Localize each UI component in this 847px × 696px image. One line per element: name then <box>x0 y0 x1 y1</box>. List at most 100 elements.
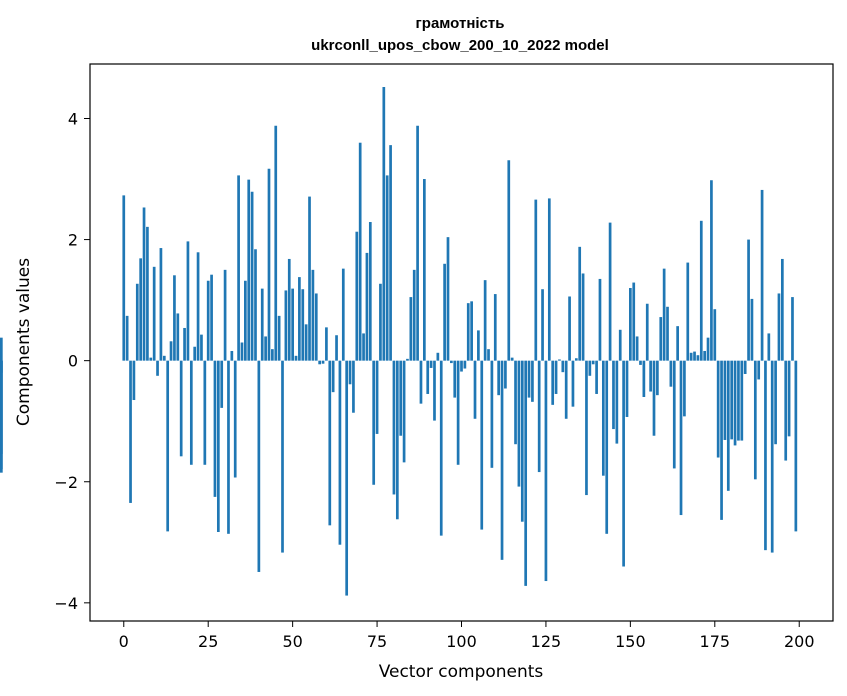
bar <box>429 360 433 368</box>
bar <box>524 360 528 586</box>
x-tick-label: 200 <box>784 632 815 651</box>
x-tick-label: 75 <box>367 632 387 651</box>
bar <box>129 360 132 503</box>
bar <box>662 268 666 361</box>
bar <box>169 341 173 361</box>
bar <box>159 248 163 361</box>
bar <box>554 360 558 394</box>
bar <box>581 273 585 361</box>
bar <box>200 334 203 361</box>
x-tick-label: 175 <box>700 632 731 651</box>
x-tick-label: 50 <box>282 632 302 651</box>
bar <box>470 301 473 361</box>
bar <box>355 231 359 361</box>
bar <box>551 360 555 405</box>
bar <box>335 335 338 361</box>
bar <box>216 360 220 532</box>
bar <box>409 297 413 361</box>
bar <box>338 360 342 545</box>
bar <box>389 145 392 361</box>
bar <box>612 360 615 430</box>
bar <box>331 360 335 393</box>
bar <box>473 360 477 419</box>
bar <box>699 220 703 361</box>
bar <box>696 355 700 361</box>
bar <box>676 326 679 361</box>
bar <box>183 327 186 361</box>
bar <box>402 360 406 463</box>
bar <box>537 360 541 473</box>
bar <box>308 196 311 361</box>
y-axis-ticks: −4 −2 0 2 4 <box>54 109 90 613</box>
bar <box>156 360 159 376</box>
bar <box>341 268 345 361</box>
bar <box>460 360 463 372</box>
bar <box>287 258 291 361</box>
bar <box>507 160 511 361</box>
bar <box>615 360 619 444</box>
bar <box>794 360 798 532</box>
bar <box>345 360 349 596</box>
bar <box>284 290 288 361</box>
bar <box>514 360 517 445</box>
bar <box>250 191 254 361</box>
bar <box>531 360 534 402</box>
bar <box>541 289 544 361</box>
bar <box>439 360 443 536</box>
bar <box>571 360 575 407</box>
bar <box>608 222 612 361</box>
bar <box>723 360 727 440</box>
bar <box>713 309 717 361</box>
bar <box>196 252 200 361</box>
bar <box>490 360 494 468</box>
y-tick-label: −4 <box>54 594 78 613</box>
bar <box>463 360 467 369</box>
bar <box>497 360 500 396</box>
bar <box>666 306 669 361</box>
bar <box>679 360 683 516</box>
chart-title: грамотність <box>416 15 505 32</box>
bar <box>254 249 257 361</box>
x-tick-label: 100 <box>446 632 477 651</box>
bar <box>487 349 490 361</box>
bar <box>314 293 318 361</box>
bar <box>652 360 656 436</box>
bar <box>477 330 480 361</box>
bar <box>787 360 791 437</box>
bar <box>706 337 710 361</box>
bar <box>223 269 227 361</box>
bar <box>220 360 224 408</box>
bar <box>764 360 767 551</box>
x-tick-label: 150 <box>615 632 646 651</box>
y-axis-label: Components values <box>14 258 34 426</box>
bar <box>585 360 588 496</box>
bar <box>423 179 426 361</box>
bar <box>173 275 176 361</box>
bar <box>379 283 382 361</box>
bar <box>362 333 365 361</box>
bar <box>645 303 649 361</box>
bar <box>240 342 244 361</box>
bar <box>504 360 507 389</box>
bar <box>547 198 551 361</box>
bar <box>230 350 234 361</box>
bar <box>686 262 690 361</box>
bar <box>591 360 595 365</box>
bar <box>730 360 734 440</box>
bar <box>260 288 264 361</box>
bar <box>625 360 629 417</box>
bar <box>780 258 784 361</box>
bar <box>125 315 129 361</box>
bar <box>271 349 274 361</box>
bar <box>733 360 737 446</box>
bar <box>392 360 396 495</box>
bar <box>737 360 740 441</box>
bar <box>622 360 625 567</box>
y-tick-label: 4 <box>68 109 78 128</box>
bar <box>578 246 582 361</box>
bar <box>244 280 247 361</box>
bar <box>517 360 521 487</box>
bar <box>433 360 436 421</box>
bar <box>770 360 774 553</box>
bar <box>298 277 301 361</box>
